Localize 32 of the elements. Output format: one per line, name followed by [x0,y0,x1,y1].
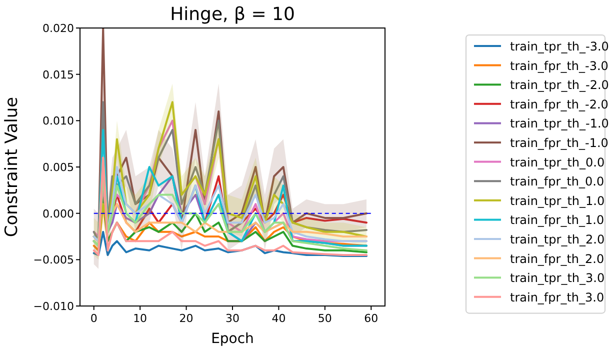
x-tick-label: 30 [226,312,240,325]
legend-label: train_fpr_th_-2.0 [510,97,608,112]
y-tick-label: 0.020 [42,22,74,35]
legend-label: train_fpr_th_2.0 [510,252,604,266]
x-tick-label: 10 [133,312,148,325]
y-tick-label: 0.010 [42,114,74,128]
chart-title: Hinge, β = 10 [170,4,295,25]
y-tick-label: 0.000 [42,207,74,220]
legend-label: train_tpr_th_-2.0 [510,78,609,92]
x-axis-title: Epoch [211,331,254,347]
legend-label: train_tpr_th_0.0 [510,155,605,170]
legend-label: train_fpr_th_-3.0 [510,58,608,73]
line-series [92,230,368,257]
x-tick-label: 60 [364,312,378,325]
legend-label: train_fpr_th_3.0 [510,290,604,304]
legend-label: train_tpr_th_-3.0 [510,40,609,54]
legend-label: train_tpr_th_2.0 [510,232,605,246]
x-tick-label: 20 [179,312,194,325]
x-tick-label: 50 [318,312,332,325]
y-tick-label: −0.005 [33,254,74,267]
legend-label: train_tpr_th_3.0 [510,271,605,286]
y-tick-label: 0.005 [42,161,74,174]
x-tick-label: 40 [272,312,286,325]
legend-label: train_tpr_th_1.0 [510,194,605,208]
y-tick-label: 0.015 [42,68,74,82]
legend-label: train_tpr_th_-1.0 [510,116,609,131]
y-tick-label: −0.010 [33,300,74,313]
legend-label: train_fpr_th_1.0 [510,213,604,228]
x-tick-label: 0 [90,312,98,325]
legend-label: train_fpr_th_-1.0 [510,136,608,150]
y-axis-title: Constraint Value [2,96,22,238]
legend-label: train_fpr_th_0.0 [510,174,604,189]
